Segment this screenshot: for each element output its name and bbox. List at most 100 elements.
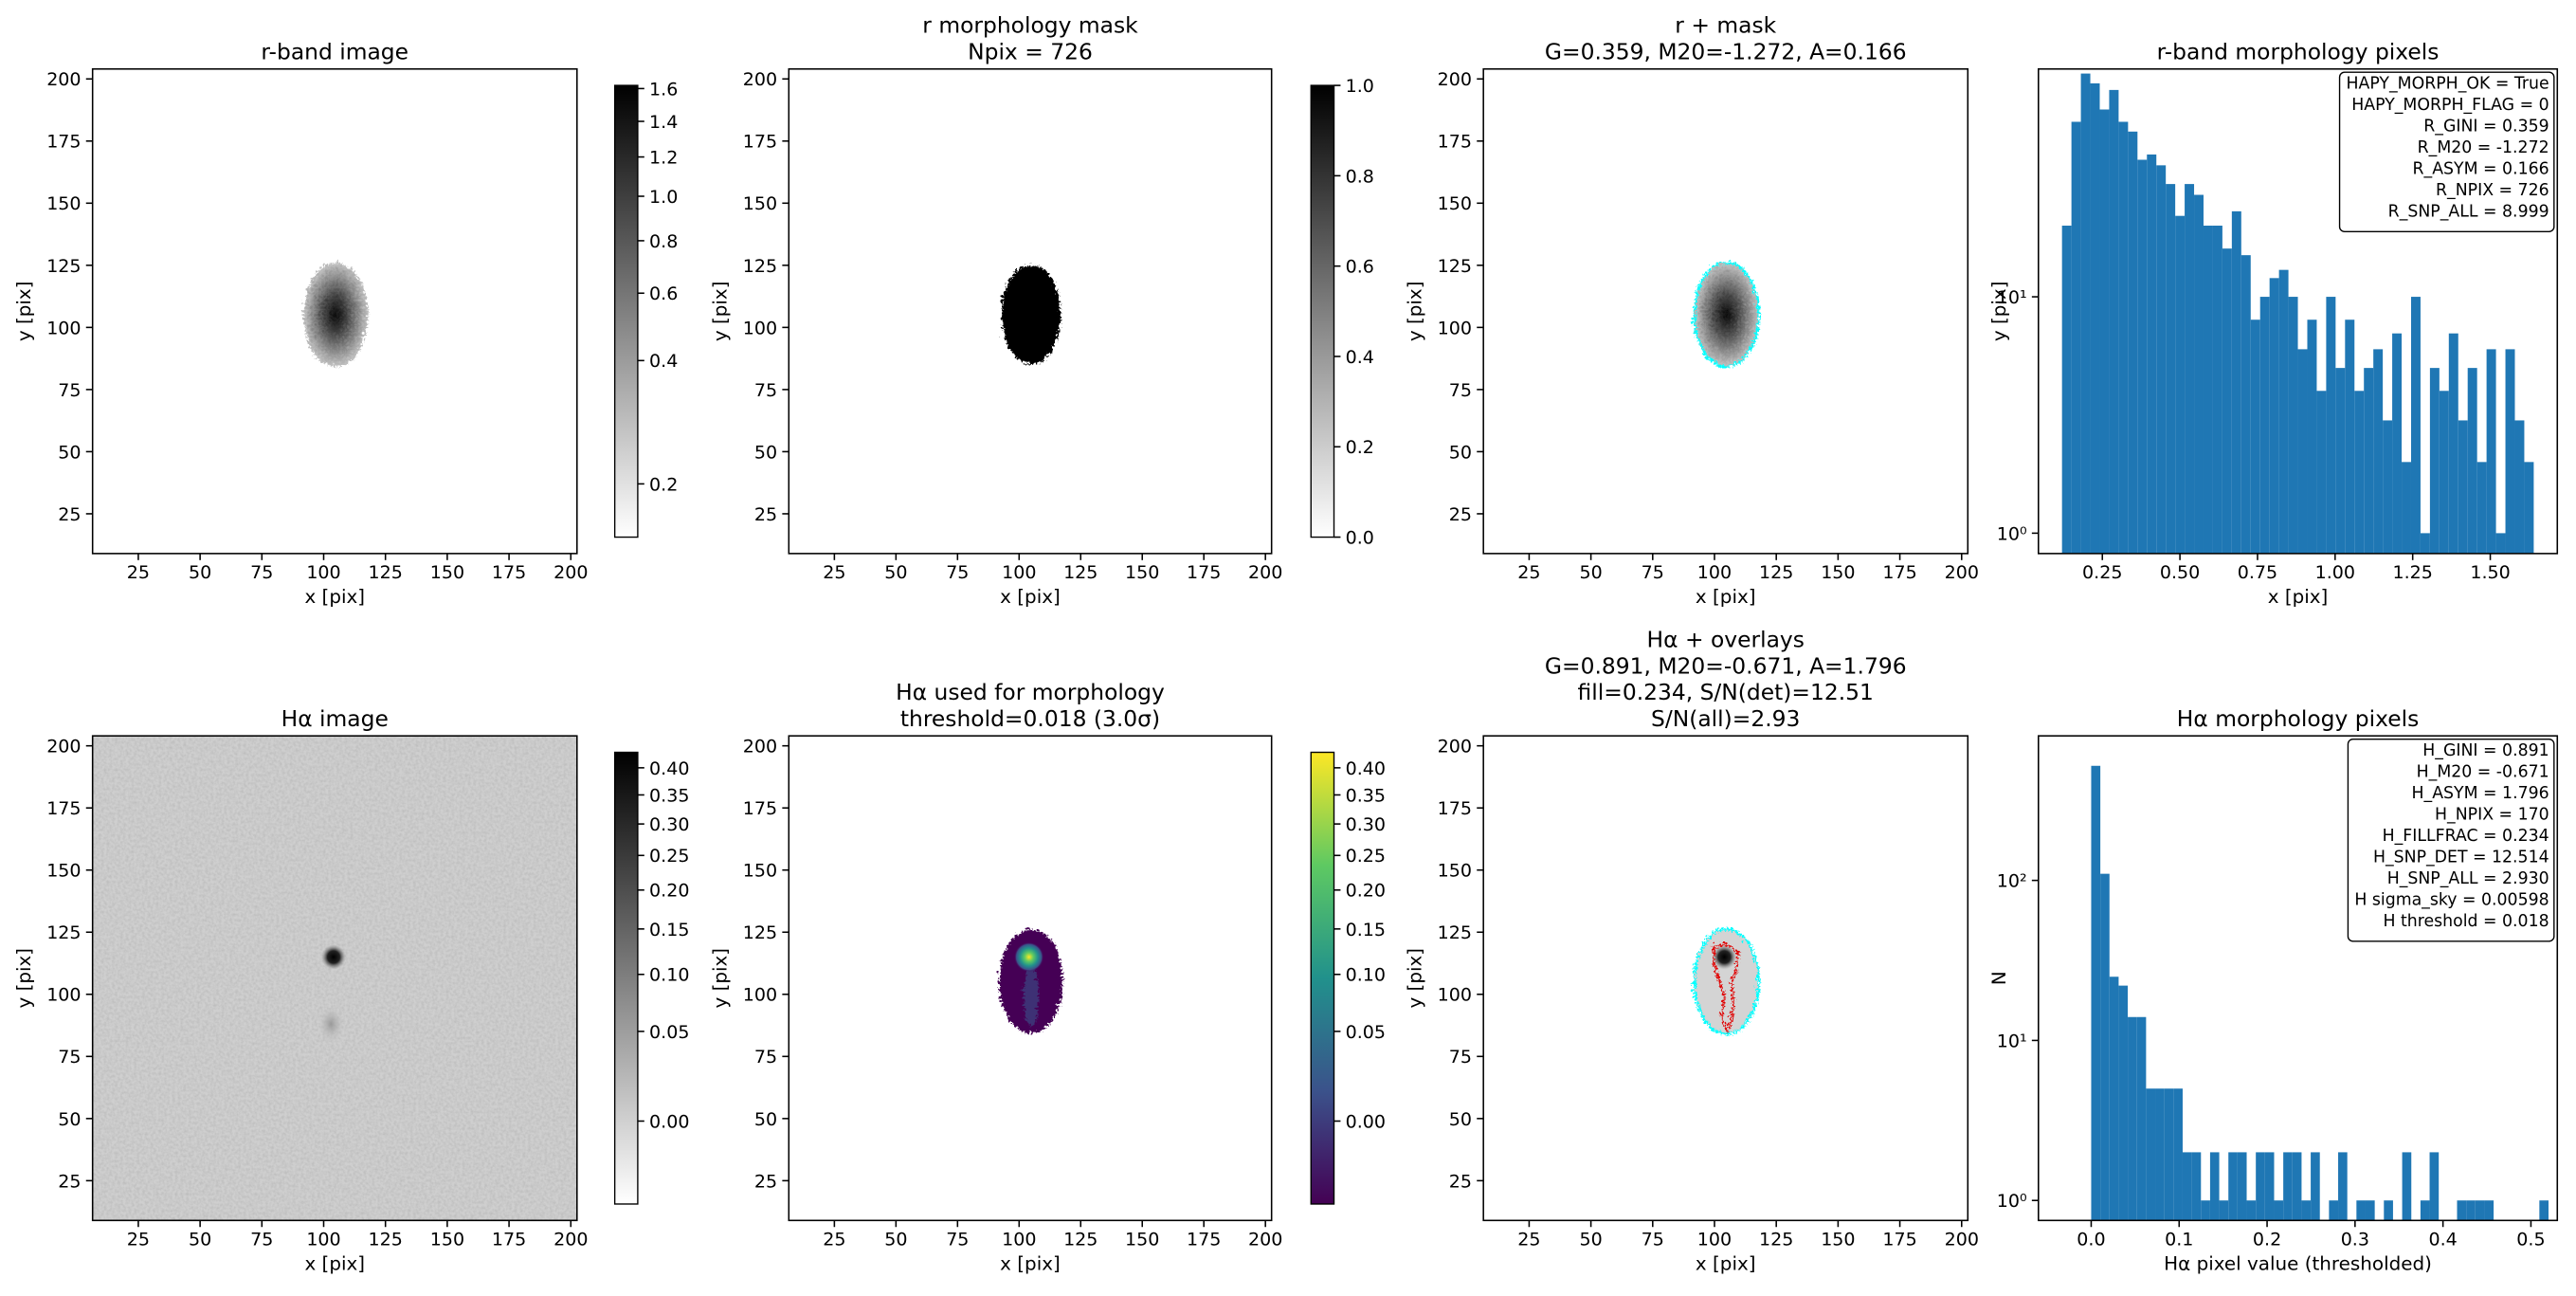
- y-tick-label: 25: [1449, 504, 1472, 525]
- y-axis-label: y [pix]: [13, 282, 35, 342]
- colorbar-tick-label: 1.4: [649, 112, 678, 133]
- bar: [2175, 215, 2186, 554]
- colorbar-tick-label: 0.30: [649, 814, 689, 835]
- x-tick-label: 1.25: [2392, 562, 2432, 583]
- bar: [2191, 1152, 2202, 1221]
- x-tick-label: 0.1: [2165, 1229, 2193, 1250]
- colorbar-tick-label: 0.25: [1346, 846, 1386, 867]
- bar: [2061, 226, 2072, 554]
- chart-title: Hα morphology pixels: [2177, 705, 2419, 732]
- y-tick-label: 10⁰: [1997, 1191, 2027, 1212]
- annotation-line: HAPY_MORPH_FLAG = 0: [2351, 96, 2549, 115]
- x-axis-label: x [pix]: [304, 586, 365, 608]
- y-tick-label: 75: [1449, 1047, 1472, 1068]
- colorbar: [1310, 84, 1335, 538]
- panel: 0.25 0.50 0.75 1.00 1.25 1.50 10⁰ 10¹ x [pix] y […: [1988, 38, 2559, 608]
- y-tick-label: 75: [754, 1047, 777, 1068]
- y-tick-label: 100: [743, 318, 777, 338]
- x-tick-label: 200: [1945, 562, 1979, 583]
- bar: [2219, 1200, 2229, 1221]
- chart-title: r morphology mask: [922, 12, 1138, 39]
- colorbar-tick-label: 0.35: [1346, 785, 1386, 806]
- bar: [2505, 349, 2515, 554]
- colorbar-tick-label: 0.10: [1346, 965, 1386, 986]
- colorbar-tick-label: 0.0: [1346, 527, 1374, 548]
- x-tick-label: 175: [1187, 562, 1221, 583]
- x-tick-label: 200: [553, 562, 588, 583]
- annotation-line: R_NPIX = 726: [2436, 181, 2549, 200]
- x-tick-label: 125: [369, 1229, 403, 1250]
- plot-area: [2061, 73, 2534, 554]
- y-tick-label: 75: [58, 1047, 81, 1068]
- x-tick-label: 50: [884, 562, 907, 583]
- chart-title: r + mask: [1675, 12, 1776, 39]
- x-axis-label: x [pix]: [1000, 1252, 1061, 1274]
- plot-area: [2091, 765, 2549, 1221]
- x-tick-label: 0.5: [2516, 1229, 2545, 1250]
- x-tick-label: 1.50: [2470, 562, 2510, 583]
- bar: [2475, 1200, 2485, 1221]
- x-tick-label: 175: [492, 562, 526, 583]
- bar: [2237, 1152, 2247, 1221]
- chart-title: Hα + overlays: [1647, 627, 1805, 653]
- x-tick-label: 200: [553, 1229, 588, 1250]
- x-tick-label: 0.3: [2341, 1229, 2369, 1250]
- bar: [2392, 333, 2403, 554]
- y-tick-label: 75: [1449, 380, 1472, 401]
- bar: [2269, 278, 2279, 554]
- x-tick-label: 0.75: [2238, 562, 2277, 583]
- bar: [2128, 131, 2138, 554]
- x-tick-label: 25: [1517, 562, 1540, 583]
- bar: [2335, 368, 2346, 554]
- colorbar-tick-label: 0.40: [649, 758, 689, 779]
- colorbar-tick-label: 0.6: [1346, 257, 1374, 278]
- bar: [2203, 226, 2213, 554]
- colorbar-tick-label: 0.05: [649, 1022, 689, 1043]
- annotation-line: R_M20 = -1.272: [2418, 138, 2549, 157]
- colorbar-tick-label: 0.4: [1346, 347, 1374, 368]
- annotation-line: R_ASYM = 0.166: [2413, 160, 2549, 179]
- bar: [2118, 121, 2129, 554]
- bar: [2128, 1016, 2137, 1221]
- bar: [2326, 297, 2336, 554]
- x-tick-label: 150: [430, 1229, 464, 1250]
- bar: [2439, 391, 2449, 554]
- chart-title: G=0.891, M20=-0.671, A=1.796: [1545, 652, 1907, 679]
- bar: [2099, 109, 2110, 554]
- bar: [2307, 319, 2317, 554]
- annotation-line: H_ASYM = 1.796: [2412, 784, 2549, 803]
- bar: [2147, 154, 2157, 554]
- bar: [2109, 89, 2119, 554]
- x-tick-label: 175: [1882, 562, 1916, 583]
- y-tick-label: 25: [58, 504, 81, 525]
- x-tick-label: 25: [823, 562, 845, 583]
- panel: 25 50 75 100 125 150 175 200 25 50 75 100 125 150 175 2…: [709, 12, 1373, 608]
- colorbar-tick-label: 0.05: [1346, 1022, 1386, 1043]
- annotation-line: H_NPIX = 170: [2435, 806, 2549, 825]
- bar: [2250, 319, 2260, 554]
- y-axis-label: y [pix]: [13, 948, 35, 1009]
- y-axis-label: N: [1988, 971, 2010, 985]
- chart-title: threshold=0.018 (3.0σ): [900, 705, 1160, 732]
- axes-frame: [1482, 735, 1969, 1222]
- x-tick-label: 150: [1821, 1229, 1855, 1250]
- bar: [2476, 462, 2487, 554]
- bar: [2338, 1152, 2348, 1221]
- bar: [2457, 1200, 2467, 1221]
- y-tick-label: 200: [46, 737, 81, 758]
- bar: [2402, 1152, 2412, 1221]
- y-tick-label: 175: [1438, 798, 1472, 819]
- y-tick-label: 10²: [1997, 871, 2027, 892]
- bar: [2301, 1200, 2312, 1221]
- annotation-frame: [2347, 738, 2555, 942]
- x-tick-label: 75: [250, 562, 273, 583]
- annotation-line: H_SNP_DET = 12.514: [2373, 849, 2549, 867]
- bar: [2071, 121, 2081, 554]
- x-tick-label: 25: [1517, 1229, 1540, 1250]
- colorbar-tick-label: 0.10: [649, 965, 689, 986]
- plot-area: [999, 263, 1059, 363]
- bright-source: [1712, 944, 1737, 970]
- colorbar: [613, 84, 639, 538]
- bar: [2182, 1152, 2192, 1221]
